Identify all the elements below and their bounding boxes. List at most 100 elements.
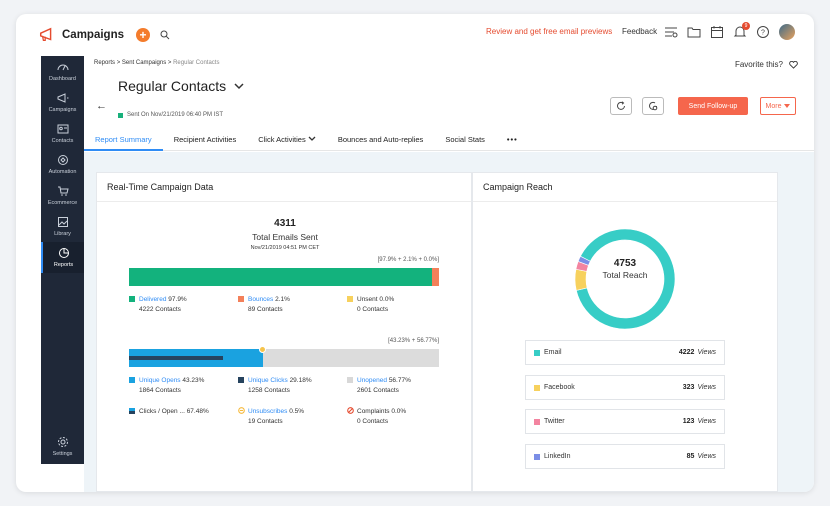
back-arrow-icon[interactable]: ←: [96, 100, 107, 112]
twitter-swatch: [534, 418, 540, 425]
donut-slice-email[interactable]: [575, 228, 676, 330]
unsent-pct: 0.0%: [379, 296, 395, 303]
unique-opens-link[interactable]: Unique Opens: [139, 377, 181, 384]
reach-donut-chart: [574, 228, 676, 330]
bounces-swatch: [238, 296, 244, 302]
unique-clicks-count: 1258 Contacts: [248, 387, 290, 394]
unique-opens-swatch: [129, 377, 135, 383]
delivered-link[interactable]: Delivered: [139, 296, 167, 303]
unsent-swatch: [347, 296, 353, 302]
card-title: Real-Time Campaign Data: [97, 173, 471, 202]
sidebar: Dashboard Campaigns Contacts Automation …: [41, 56, 84, 464]
breadcrumb-reports[interactable]: Reports: [94, 60, 116, 66]
complaint-icon: [347, 407, 354, 414]
reach-row-linkedin: LinkedIn 85 Views: [525, 444, 725, 469]
reach-channel-name: Email: [544, 349, 562, 356]
sidebar-item-campaigns[interactable]: Campaigns: [41, 87, 84, 118]
sidebar-item-label: Reports: [53, 262, 74, 268]
contacts-icon: [57, 124, 68, 134]
sidebar-item-dashboard[interactable]: Dashboard: [41, 56, 84, 87]
views-label: Views: [697, 418, 716, 425]
review-email-previews-link[interactable]: Review and get free email previews: [486, 27, 613, 36]
chevron-down-icon[interactable]: [234, 82, 244, 90]
sidebar-item-reports[interactable]: Reports: [41, 242, 84, 273]
unique-clicks-link[interactable]: Unique Clicks: [248, 377, 288, 384]
unopened-link[interactable]: Unopened: [357, 377, 387, 384]
legend-unique-clicks: Unique Clicks 29.18% 1258 Contacts: [238, 376, 312, 396]
sidebar-item-label: Library: [54, 231, 71, 237]
unsubscribes-link[interactable]: Unsubscribes: [248, 408, 288, 415]
sidebar-item-label: Settings: [52, 451, 73, 457]
calendar-icon[interactable]: [710, 25, 724, 39]
tabs-overflow-button[interactable]: •••: [506, 135, 518, 144]
realtime-campaign-card: Real-Time Campaign Data 4311 Total Email…: [96, 172, 472, 492]
app-title: Campaigns: [62, 29, 124, 41]
legend-delivered: Delivered 97.9% 4222 Contacts: [129, 295, 187, 315]
unsubscribe-icon: [238, 407, 245, 414]
schedule-refresh-button[interactable]: [642, 97, 664, 115]
breadcrumb-separator: >: [116, 60, 121, 66]
sidebar-item-settings[interactable]: Settings: [41, 431, 84, 462]
total-reach-count: 4753: [613, 258, 637, 269]
library-icon: [57, 217, 68, 227]
donut-slice-linkedin[interactable]: [577, 255, 591, 266]
main-area: Reports > Sent Campaigns > Regular Conta…: [84, 56, 814, 492]
notifications-button[interactable]: 9: [733, 22, 750, 39]
tab-click-activities[interactable]: Click Activities: [247, 129, 327, 151]
page-title[interactable]: Regular Contacts: [118, 78, 244, 94]
linkedin-swatch: [534, 453, 540, 460]
more-button[interactable]: More: [760, 97, 796, 115]
unique-clicks-fill: [129, 356, 223, 360]
breadcrumb-sent-campaigns[interactable]: Sent Campaigns: [121, 60, 167, 66]
total-emails-count: 4311: [274, 218, 296, 229]
delivered-count: 4222 Contacts: [139, 306, 181, 313]
svg-text:?: ?: [761, 30, 765, 37]
legend-unsent: Unsent 0.0% 0 Contacts: [347, 295, 394, 315]
bounces-link[interactable]: Bounces: [248, 296, 274, 303]
folder-icon[interactable]: [687, 25, 701, 39]
tab-social-stats[interactable]: Social Stats: [445, 135, 485, 144]
clock-refresh-icon: [649, 101, 658, 111]
sidebar-item-automation[interactable]: Automation: [41, 149, 84, 180]
delivery-progress-bar: [129, 268, 439, 286]
heart-icon[interactable]: [789, 60, 798, 69]
dashboard-icon: [57, 64, 68, 71]
tab-recipient-activities[interactable]: Recipient Activities: [173, 135, 237, 144]
complaints-label: Complaints: [357, 408, 390, 415]
breadcrumb: Reports > Sent Campaigns > Regular Conta…: [94, 60, 219, 66]
tab-bounces-auto-replies[interactable]: Bounces and Auto-replies: [337, 135, 424, 144]
feedback-link[interactable]: Feedback: [622, 27, 658, 36]
list-settings-icon[interactable]: [664, 25, 678, 39]
clicks-open-label: Clicks / Open ...: [139, 408, 185, 415]
legend-clicks-per-open: Clicks / Open ... 67.48%: [129, 407, 209, 417]
complaints-count: 0 Contacts: [357, 418, 389, 425]
sidebar-item-contacts[interactable]: Contacts: [41, 118, 84, 149]
megaphone-icon: [57, 93, 68, 103]
clicks-open-swatch: [129, 408, 135, 414]
delivery-bar-percentages: [97.9% + 2.1% + 0.0%]: [377, 257, 439, 263]
views-label: Views: [697, 384, 716, 391]
help-icon[interactable]: ?: [756, 25, 770, 39]
create-button[interactable]: +: [136, 28, 150, 42]
unopened-count: 2601 Contacts: [357, 387, 399, 394]
refresh-button[interactable]: [610, 97, 632, 115]
user-avatar[interactable]: [779, 24, 795, 40]
more-button-label: More: [765, 102, 782, 110]
unique-opens-pct: 43.23%: [182, 377, 205, 384]
caret-down-icon: [784, 104, 791, 108]
tab-report-summary[interactable]: Report Summary: [84, 129, 163, 151]
favorite-toggle[interactable]: Favorite this?: [735, 60, 798, 69]
sidebar-item-label: Contacts: [51, 138, 74, 144]
sidebar-item-library[interactable]: Library: [41, 211, 84, 242]
reach-channel-name: Twitter: [544, 418, 565, 425]
sidebar-item-ecommerce[interactable]: Ecommerce: [41, 180, 84, 211]
send-followup-button[interactable]: Send Follow-up: [678, 97, 748, 115]
legend-bounces: Bounces 2.1% 89 Contacts: [238, 295, 290, 315]
complaints-pct: 0.0%: [391, 408, 407, 415]
unopened-pct: 56.77%: [388, 377, 411, 384]
search-icon[interactable]: [160, 30, 170, 40]
reach-row-email: Email 4222 Views: [525, 340, 725, 365]
views-label: Views: [697, 349, 716, 356]
unique-opens-count: 1864 Contacts: [139, 387, 181, 394]
total-emails-label: Total Emails Sent: [252, 232, 318, 242]
